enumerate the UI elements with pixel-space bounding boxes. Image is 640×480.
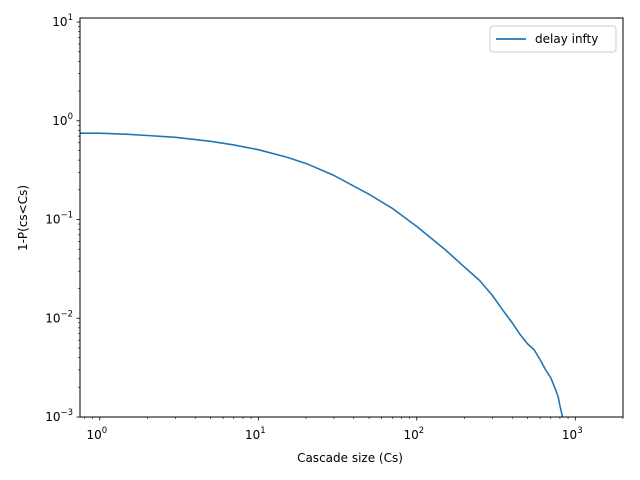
x-tick-label: 101 <box>245 426 266 442</box>
plot-area <box>80 18 623 417</box>
y-tick-label: 100 <box>52 112 73 128</box>
y-axis-label: 1-P(cs<Cs) <box>16 185 30 251</box>
plot-frame <box>79 17 624 418</box>
x-tick-label: 103 <box>562 426 583 442</box>
legend: delay infty <box>489 25 617 53</box>
legend-box <box>489 25 617 53</box>
series-line <box>80 132 564 417</box>
legend-entry-label: delay infty <box>535 32 598 46</box>
x-tick-label: 102 <box>403 426 424 442</box>
y-tick-label: 10−1 <box>45 211 73 227</box>
y-tick-label: 10−3 <box>45 408 73 424</box>
y-tick-label: 101 <box>52 13 73 29</box>
x-tick-label: 100 <box>86 426 107 442</box>
y-tick-label: 10−2 <box>45 309 73 325</box>
x-axis-label: Cascade size (Cs) <box>297 451 403 465</box>
